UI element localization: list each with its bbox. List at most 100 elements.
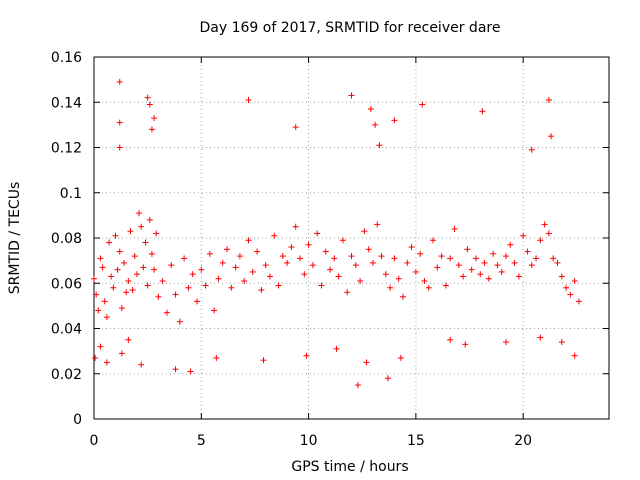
data-point bbox=[563, 284, 570, 291]
data-point bbox=[112, 232, 119, 239]
data-point bbox=[331, 255, 338, 262]
data-point bbox=[254, 248, 261, 255]
data-point bbox=[198, 266, 205, 273]
data-point bbox=[558, 339, 565, 346]
data-point bbox=[92, 354, 99, 361]
data-point bbox=[567, 291, 574, 298]
data-point bbox=[266, 273, 273, 280]
data-point bbox=[232, 264, 239, 271]
y-tick-label: 0 bbox=[73, 412, 82, 428]
data-point bbox=[438, 253, 445, 260]
data-point bbox=[116, 248, 123, 255]
data-point bbox=[103, 314, 110, 321]
data-point bbox=[146, 101, 153, 108]
data-point bbox=[384, 375, 391, 382]
x-axis: 0 5 10 15 20 bbox=[90, 57, 532, 449]
data-point bbox=[503, 253, 509, 260]
data-point bbox=[468, 266, 475, 273]
data-point bbox=[138, 361, 145, 368]
data-point bbox=[297, 255, 303, 262]
y-tick-label: 0.1 bbox=[60, 186, 82, 202]
data-point bbox=[215, 275, 222, 282]
data-point bbox=[271, 232, 278, 239]
data-point bbox=[118, 305, 125, 312]
x-tick-label: 5 bbox=[197, 433, 206, 449]
data-point bbox=[374, 221, 381, 228]
data-point bbox=[168, 262, 175, 269]
data-point bbox=[408, 244, 415, 251]
data-point bbox=[206, 250, 213, 257]
data-point bbox=[97, 255, 104, 262]
data-point bbox=[136, 210, 143, 217]
data-point bbox=[211, 307, 218, 314]
data-point bbox=[151, 115, 158, 122]
data-point bbox=[537, 334, 544, 341]
data-point bbox=[541, 221, 548, 228]
y-axis: 0 0.02 0.04 0.06 0.08 0.1 0.12 0.14 0.16 bbox=[51, 50, 609, 428]
data-point bbox=[103, 359, 110, 366]
data-point bbox=[397, 354, 404, 361]
data-point bbox=[503, 339, 509, 346]
data-point bbox=[172, 366, 179, 373]
data-point bbox=[485, 275, 492, 282]
data-point bbox=[442, 282, 449, 289]
y-tick-label: 0.16 bbox=[51, 50, 82, 66]
data-point bbox=[140, 264, 147, 271]
data-point bbox=[447, 336, 454, 343]
data-point bbox=[292, 124, 299, 131]
data-point bbox=[142, 239, 149, 246]
data-points bbox=[91, 78, 582, 389]
data-point bbox=[131, 253, 138, 260]
data-point bbox=[99, 264, 106, 271]
data-point bbox=[365, 246, 372, 253]
data-point bbox=[93, 291, 100, 298]
data-point bbox=[494, 262, 501, 269]
data-point bbox=[163, 309, 170, 316]
data-point bbox=[116, 144, 123, 151]
data-point bbox=[348, 92, 355, 99]
data-point bbox=[185, 284, 192, 291]
data-point bbox=[148, 126, 155, 133]
data-point bbox=[481, 259, 488, 266]
data-point bbox=[288, 244, 295, 251]
data-point bbox=[144, 94, 151, 101]
data-point bbox=[118, 350, 125, 357]
data-point bbox=[554, 259, 561, 266]
data-point bbox=[129, 287, 136, 294]
y-tick-label: 0.06 bbox=[51, 276, 82, 292]
data-point bbox=[116, 78, 123, 85]
y-axis-label: SRMTID / TECUs bbox=[7, 182, 23, 295]
data-point bbox=[213, 354, 220, 361]
data-point bbox=[419, 101, 426, 108]
data-point bbox=[275, 282, 282, 289]
data-point bbox=[335, 273, 342, 280]
data-point bbox=[369, 259, 376, 266]
data-point bbox=[241, 277, 248, 284]
data-point bbox=[344, 289, 351, 296]
data-point bbox=[260, 357, 267, 364]
data-point bbox=[363, 359, 370, 366]
data-point bbox=[146, 216, 153, 223]
data-point bbox=[477, 271, 484, 278]
data-point bbox=[354, 382, 361, 389]
x-tick-label: 20 bbox=[514, 433, 532, 449]
data-point bbox=[545, 96, 552, 103]
y-tick-label: 0.14 bbox=[51, 95, 82, 111]
data-point bbox=[339, 237, 346, 244]
x-tick-label: 15 bbox=[407, 433, 425, 449]
data-point bbox=[511, 259, 518, 266]
y-tick-label: 0.08 bbox=[51, 231, 82, 247]
data-point bbox=[258, 287, 265, 294]
data-point bbox=[528, 146, 535, 153]
data-point bbox=[202, 282, 209, 289]
data-point bbox=[110, 284, 117, 291]
plot-frame bbox=[93, 56, 610, 420]
data-point bbox=[447, 255, 454, 262]
y-tick-label: 0.12 bbox=[51, 141, 82, 157]
data-point bbox=[108, 273, 115, 280]
data-point bbox=[138, 223, 145, 230]
data-point bbox=[127, 228, 134, 235]
data-point bbox=[372, 121, 379, 128]
data-point bbox=[125, 277, 132, 284]
